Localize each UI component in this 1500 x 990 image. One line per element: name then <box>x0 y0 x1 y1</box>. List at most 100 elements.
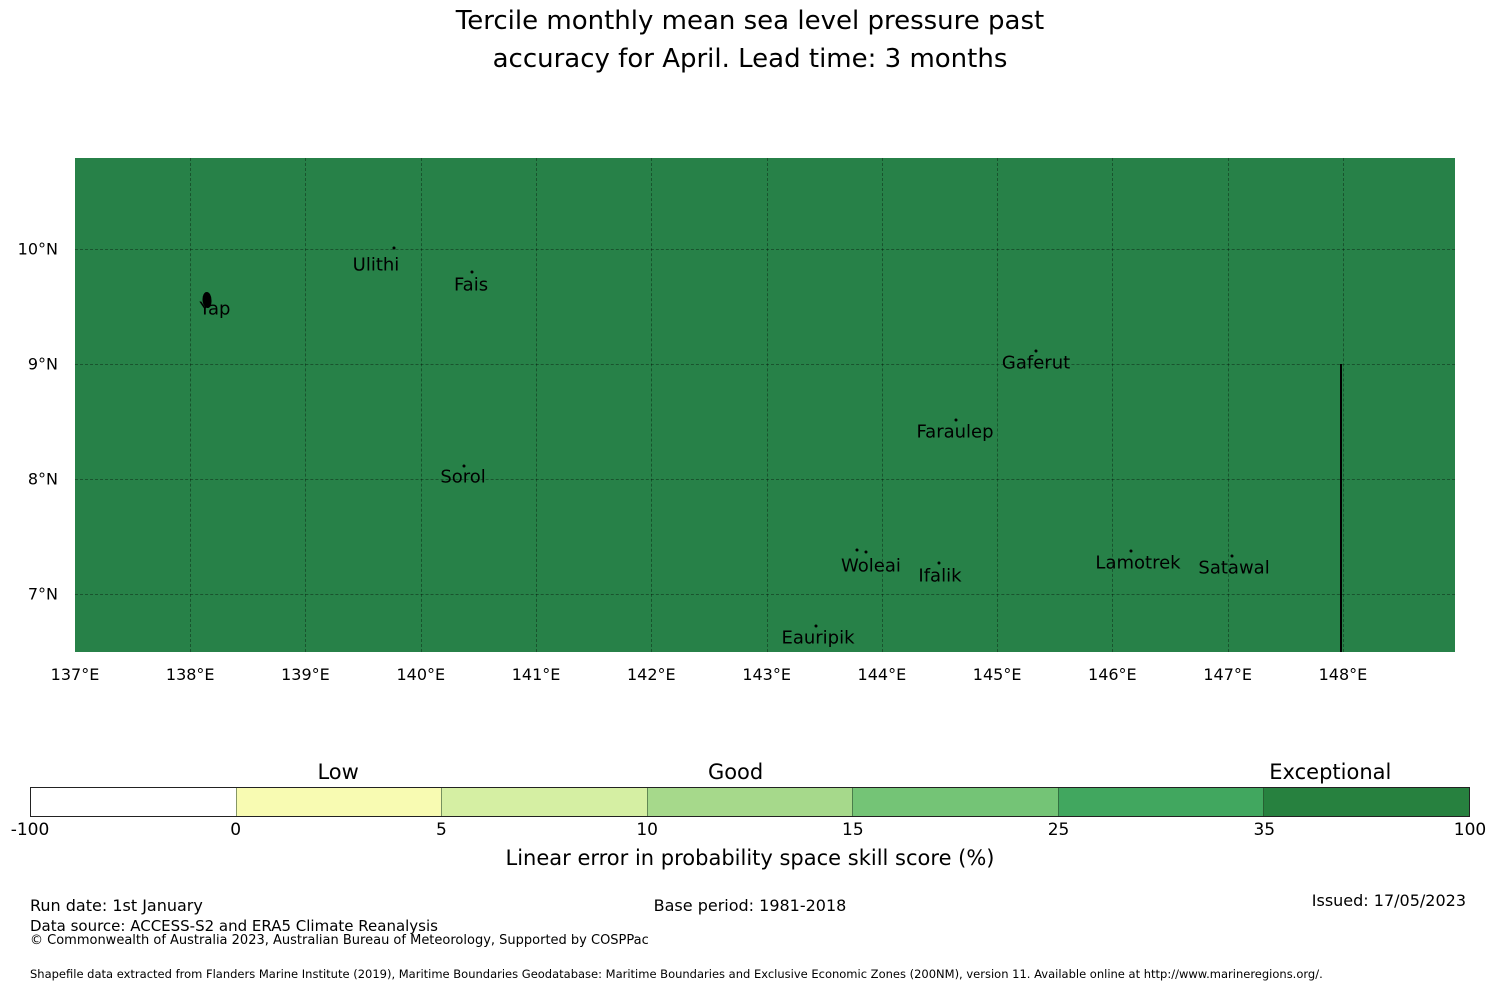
island: Gaferut <box>75 158 1455 652</box>
island-label: Lamotrek <box>1095 552 1181 574</box>
base-period-text: Base period: 1981-2018 <box>653 896 847 915</box>
island-label: Yap <box>199 298 231 320</box>
colorbar-segment <box>852 788 1058 816</box>
x-axis-tick-label: 139°E <box>281 665 330 684</box>
x-axis-tick-label: 145°E <box>972 665 1022 684</box>
colorbar-tick-label: 0 <box>230 820 242 840</box>
colorbar-segment <box>646 788 853 816</box>
island-marker <box>864 550 868 554</box>
y-axis-tick-label: 8°N <box>27 469 58 489</box>
x-axis-tick-label: 137°E <box>50 665 100 684</box>
x-axis-tick-label: 147°E <box>1203 665 1253 684</box>
colorbar-tick-label: 5 <box>436 820 447 840</box>
x-axis-tick-label: 138°E <box>165 665 215 684</box>
colorbar-segment <box>31 788 236 816</box>
shapefile-attribution-text: Shapefile data extracted from Flanders M… <box>30 967 1323 981</box>
figure-title-line1: Tercile monthly mean sea level pressure … <box>455 6 1045 36</box>
island-marker <box>202 291 212 308</box>
grid-line-horizontal <box>75 594 1455 595</box>
colorbar <box>30 787 1470 817</box>
x-axis-tick-label: 140°E <box>396 665 446 684</box>
y-axis: 10°N 9°N 8°N 7°N <box>0 158 62 652</box>
grid-line-vertical <box>536 158 538 652</box>
colorbar-segment <box>1057 788 1264 816</box>
island-label: Eauripik <box>781 627 855 649</box>
grid-line-vertical <box>1227 158 1229 652</box>
grid-line-horizontal <box>75 363 1455 365</box>
grid-line-vertical <box>997 158 999 652</box>
grid-line-vertical <box>420 158 422 652</box>
island: Eauripik <box>75 158 1455 652</box>
x-axis-tick-label: 148°E <box>1318 665 1368 684</box>
y-axis-tick-label: 7°N <box>27 584 58 604</box>
y-axis-tick-label: 10°N <box>17 239 58 259</box>
island-marker <box>954 418 958 422</box>
grid-line-vertical <box>766 158 768 652</box>
x-axis-tick-label: 142°E <box>626 665 676 684</box>
colorbar-tick-label: -100 <box>10 820 50 840</box>
island-marker <box>1129 549 1133 553</box>
colorbar-segment <box>1263 788 1470 816</box>
colorbar-axis-label: Linear error in probability space skill … <box>505 846 995 870</box>
colorbar-ticks: -100 0 5 10 15 25 35 100 <box>11 820 1487 844</box>
island: Ulithi <box>75 158 1455 652</box>
figure-title: Tercile monthly mean sea level pressure … <box>0 2 1500 78</box>
figure-title-line2: accuracy for April. Lead time: 3 months <box>492 44 1008 74</box>
issued-text: Issued: 17/05/2023 <box>1311 891 1466 910</box>
colorbar-tick-label: 100 <box>1453 820 1487 840</box>
island: Ifalik <box>75 158 1455 652</box>
island <box>75 158 1455 652</box>
island-label: Woleai <box>841 555 901 577</box>
x-axis-tick-label: 144°E <box>857 665 907 684</box>
grid-line-vertical <box>651 158 653 652</box>
y-axis-tick-label: 9°N <box>27 354 58 374</box>
island-marker <box>470 270 474 274</box>
island-label: Gaferut <box>1001 352 1071 374</box>
island: Lamotrek <box>75 158 1455 652</box>
grid-line-vertical <box>1342 158 1344 652</box>
x-axis-tick-label: 146°E <box>1088 665 1137 684</box>
island-label: Fais <box>453 274 489 296</box>
data-source-text: Data source: ACCESS-S2 and ERA5 Climate … <box>30 917 438 935</box>
island: Satawal <box>75 158 1455 652</box>
island-label: Ifalik <box>918 565 962 587</box>
island: Woleai <box>75 158 1455 652</box>
colorbar-segment <box>235 788 442 816</box>
copyright-text: © Commonwealth of Australia 2023, Austra… <box>30 933 649 948</box>
island-label: Faraulep <box>916 421 994 443</box>
colorbar-category-label: Good <box>707 760 764 784</box>
island-marker <box>392 246 396 250</box>
x-axis-tick-label: 141°E <box>511 665 561 684</box>
island-marker <box>855 548 859 552</box>
island: Fais <box>75 158 1455 652</box>
colorbar-tick-label: 25 <box>1047 820 1070 840</box>
grid-line-horizontal <box>75 479 1455 480</box>
colorbar-tick-label: 10 <box>636 820 658 840</box>
island: Sorol <box>75 158 1455 652</box>
grid-vertical-layer <box>75 158 1455 652</box>
island-marker <box>1230 554 1234 558</box>
colorbar-category-label: Low <box>317 760 359 784</box>
islands-layer: Yap Ulithi Fais Sorol <box>75 158 1455 652</box>
grid-horizontal-layer <box>75 158 1455 652</box>
island-label: Ulithi <box>352 254 400 276</box>
island-marker <box>937 561 941 565</box>
eez-boundary-line <box>1340 363 1343 652</box>
island-label: Sorol <box>440 466 486 488</box>
grid-line-horizontal <box>75 248 1455 250</box>
colorbar-tick-label: 15 <box>842 820 864 840</box>
map-canvas: Yap Ulithi Fais Sorol <box>75 158 1455 652</box>
grid-line-vertical <box>305 158 307 652</box>
x-axis-tick-label: 143°E <box>742 665 791 684</box>
colorbar-category-label: Exceptional <box>1269 760 1392 784</box>
colorbar-tick-label: 35 <box>1253 820 1276 840</box>
colorbar-categories: Low Good Exceptional <box>30 760 1470 786</box>
grid-line-vertical <box>1112 158 1114 652</box>
grid-line-vertical <box>881 158 883 652</box>
island: Yap <box>75 158 1455 652</box>
island-marker <box>462 464 466 468</box>
run-date-text: Run date: 1st January <box>30 896 203 915</box>
island-marker <box>814 624 818 628</box>
grid-line-vertical <box>190 158 192 652</box>
